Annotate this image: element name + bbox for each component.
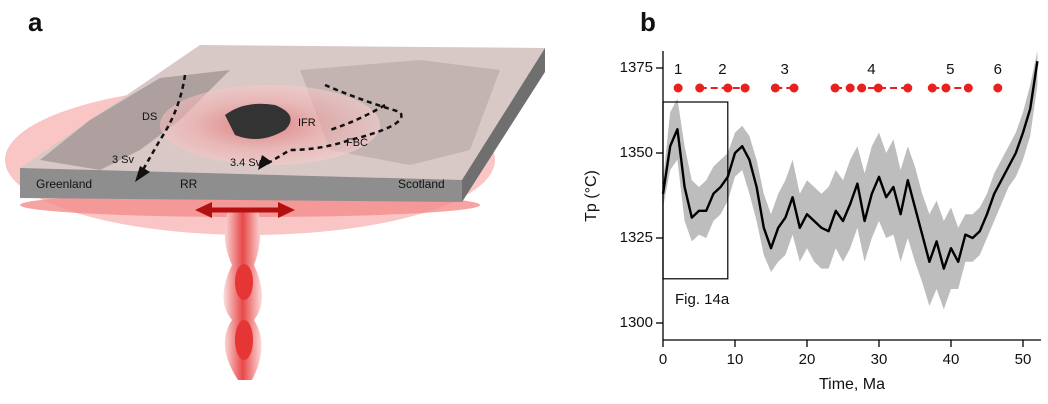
event-label: 4 bbox=[867, 61, 875, 78]
x-tick-label: 40 bbox=[943, 351, 960, 368]
event-marker bbox=[963, 83, 973, 93]
uncertainty-band bbox=[663, 51, 1038, 310]
y-axis-label: Tp (°C) bbox=[583, 170, 600, 222]
event-marker bbox=[673, 83, 683, 93]
x-tick-label: 0 bbox=[659, 351, 667, 368]
region-label: Scotland bbox=[398, 177, 445, 191]
event-label: 3 bbox=[781, 61, 789, 78]
region-label: Greenland bbox=[36, 177, 92, 191]
x-tick-label: 20 bbox=[799, 351, 816, 368]
event-marker bbox=[941, 83, 951, 93]
event-label: 2 bbox=[718, 61, 726, 78]
y-tick-label: 1325 bbox=[620, 229, 653, 246]
region-label: RR bbox=[180, 177, 198, 191]
event-marker bbox=[903, 83, 913, 93]
event-marker bbox=[830, 83, 840, 93]
event-marker bbox=[789, 83, 799, 93]
event-label: 6 bbox=[994, 61, 1002, 78]
flux-label: 3.4 Sv bbox=[230, 157, 262, 169]
event-marker bbox=[857, 83, 867, 93]
event-marker bbox=[873, 83, 883, 93]
event-marker bbox=[770, 83, 780, 93]
annotation-label: Fig. 14a bbox=[675, 291, 730, 308]
panel-label: b bbox=[640, 7, 656, 37]
x-axis-label: Time, Ma bbox=[819, 376, 885, 393]
event-marker bbox=[695, 83, 705, 93]
event-label: 1 bbox=[674, 61, 682, 78]
annotation-box bbox=[662, 101, 729, 280]
y-tick-label: 1375 bbox=[620, 59, 653, 76]
line bbox=[661, 61, 1039, 270]
region-label: IFR bbox=[298, 117, 316, 129]
event-marker bbox=[723, 83, 733, 93]
flux-label: 3 Sv bbox=[112, 154, 135, 166]
panel-a-illustration bbox=[5, 45, 545, 380]
y-tick-label: 1350 bbox=[620, 144, 653, 161]
event-marker bbox=[740, 83, 750, 93]
panel-label: a bbox=[28, 7, 43, 37]
region-label: FBC bbox=[346, 137, 368, 149]
x-tick-label: 30 bbox=[871, 351, 888, 368]
region-label: DS bbox=[142, 111, 157, 123]
event-marker bbox=[845, 83, 855, 93]
event-marker bbox=[927, 83, 937, 93]
y-tick-label: 1300 bbox=[620, 314, 653, 331]
event-label: 5 bbox=[946, 61, 954, 78]
event-marker bbox=[993, 83, 1003, 93]
x-tick-label: 10 bbox=[727, 351, 744, 368]
x-tick-label: 50 bbox=[1015, 351, 1032, 368]
